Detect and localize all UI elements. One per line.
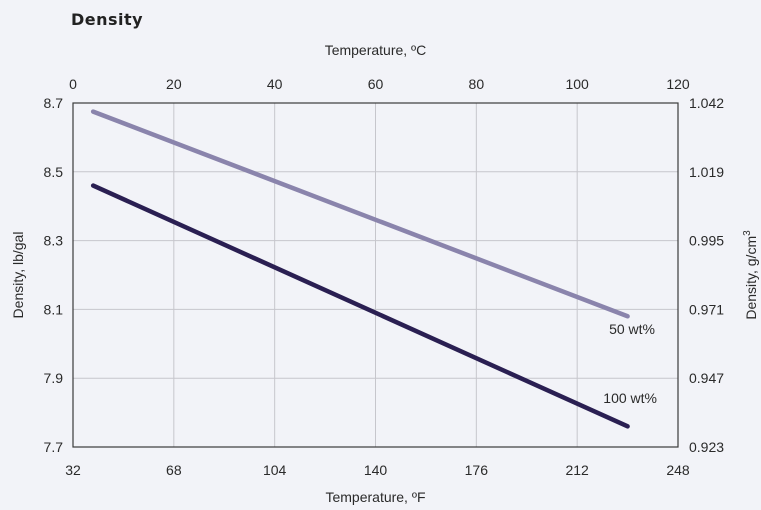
y2-tick-label: 1.042 (689, 95, 724, 111)
x-tick-label: 248 (666, 462, 690, 478)
x2-tick-label: 60 (368, 76, 384, 92)
y-tick-label: 7.9 (44, 370, 64, 386)
y2-axis-title-text: Density, g/cm (743, 236, 759, 320)
y2-tick-label: 1.019 (689, 164, 724, 180)
x2-tick-label: 100 (565, 76, 589, 92)
x-tick-label: 212 (565, 462, 589, 478)
y2-axis-title-superscript: 3 (742, 230, 753, 236)
series-label-100-wt-: 100 wt% (603, 390, 657, 406)
x2-axis-title: Temperature, ºC (325, 42, 427, 58)
y2-axis-title: Density, g/cm3 (742, 230, 759, 320)
y2-tick-label: 0.971 (689, 301, 724, 317)
x-axis-title: Temperature, ºF (325, 489, 425, 505)
y-axis-title: Density, lb/gal (10, 232, 26, 319)
x2-tick-label: 40 (267, 76, 283, 92)
y-tick-label: 8.7 (44, 95, 64, 111)
y2-tick-label: 0.947 (689, 370, 724, 386)
y-tick-label: 8.5 (44, 164, 64, 180)
x2-tick-label: 80 (469, 76, 485, 92)
y-tick-label: 7.7 (44, 439, 64, 455)
y2-tick-label: 0.923 (689, 439, 724, 455)
chart-title: Density (71, 10, 144, 29)
series-line-100-wt- (90, 183, 630, 429)
y-tick-label: 8.3 (44, 233, 64, 249)
series-line-50-wt- (90, 109, 630, 319)
x2-tick-label: 0 (69, 76, 77, 92)
x-tick-label: 104 (263, 462, 287, 478)
plot-frame (72, 102, 679, 448)
x2-tick-label: 20 (166, 76, 182, 92)
y-tick-label: 8.1 (44, 301, 64, 317)
x2-tick-label: 120 (666, 76, 690, 92)
y2-tick-label: 0.995 (689, 233, 724, 249)
x-tick-label: 140 (364, 462, 388, 478)
x-tick-label: 68 (166, 462, 182, 478)
x-tick-label: 176 (465, 462, 489, 478)
x-tick-label: 32 (65, 462, 81, 478)
series-label-50-wt-: 50 wt% (609, 321, 655, 337)
